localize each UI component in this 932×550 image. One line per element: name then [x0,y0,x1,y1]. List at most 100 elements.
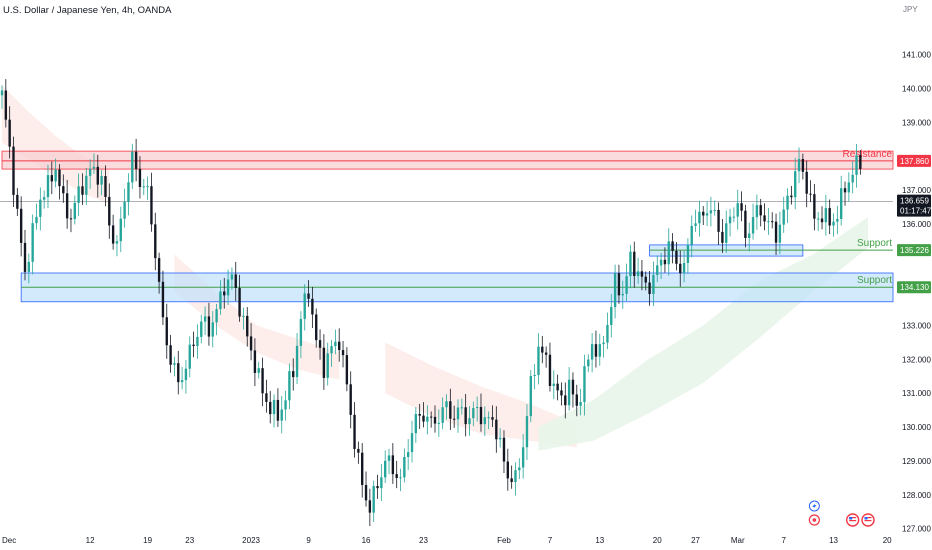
candle-body [521,447,525,468]
candle-body [759,205,762,216]
us-flag-stripe [864,517,872,519]
candle-body [679,263,682,274]
candle-body [671,241,674,251]
candle-body [292,371,295,378]
candle-body [782,209,785,225]
candle-body [92,166,96,169]
candle-body [682,262,686,274]
candle-body [349,384,352,415]
candle-body [633,251,636,277]
candle-body [115,241,119,244]
current-price-value: 136.659 [900,197,929,206]
candle-body [790,195,793,198]
candle-body [65,193,69,219]
candle-body [219,291,222,310]
candle-body [449,401,452,419]
candle-body [636,271,640,277]
candle-body [839,188,843,219]
candle-body [410,433,414,453]
x-tick-label: 23 [419,536,428,545]
candle-body [847,182,851,193]
us-flag-stripe [849,517,857,519]
x-tick-label: 7 [781,536,786,545]
candle-body [192,344,195,347]
candle-body [698,211,701,224]
candle-body [19,208,23,243]
x-tick-label: 7 [548,536,553,545]
candle-body [27,261,31,272]
x-tick-label: 27 [691,536,700,545]
x-tick-label: 13 [829,536,838,545]
candle-body [675,250,678,264]
support-label: Support [857,275,892,286]
candle-body [134,151,138,169]
candle-body [533,374,536,377]
us-flag-stripe [864,520,872,522]
candle-body [836,218,839,222]
candle-body [613,273,617,308]
candle-body [541,346,544,353]
price-axis: 127.000 128.000 129.000 130.000 131.000 132.0… [902,51,931,534]
candle-body [177,363,180,383]
zone-price-tag-text: 134.130 [900,283,929,292]
candle-body [127,182,130,202]
candle-body [621,293,624,296]
candle-body [809,193,812,195]
y-tick-label: 127.000 [902,525,931,534]
candle-body [460,407,464,409]
candle-body [315,314,318,341]
candle-body [380,477,383,489]
candle-body [391,455,395,475]
zone-price-tag [897,154,931,167]
candle-body [203,316,207,322]
candle-body [372,486,375,513]
candle-body [510,478,513,482]
zone-price-tag [897,281,931,294]
y-tick-label: 137.000 [902,186,931,195]
candle-body [767,221,770,223]
y-tick-label: 140.000 [902,84,931,93]
candle-body [525,416,529,448]
candle-body [269,401,272,415]
x-tick-label: Mar [731,536,745,545]
candle-body [445,401,448,408]
candle-body [751,217,755,234]
candle-body [855,155,858,175]
candle-body [805,171,808,194]
candle-body [544,352,548,355]
candle-body [272,399,276,415]
candle-body [771,221,774,223]
candle-body [736,203,739,217]
candle-body [537,346,540,375]
candle-body [46,175,50,198]
y-tick-label: 131.000 [902,389,931,398]
zone-price-tag-text: 137.860 [900,157,929,166]
us-flag-stripe [849,520,857,522]
y-tick-label: 139.000 [902,118,931,127]
y-tick-label: 132.000 [902,355,931,364]
candle-body [384,460,387,478]
resistance-label: Resistance [843,149,893,160]
candle-body [276,399,280,421]
event-icon-dot [812,518,817,522]
candle-body [280,409,283,421]
x-tick-label: 16 [362,536,371,545]
candle-body [433,416,437,424]
candle-body [146,186,149,188]
candle-body [238,287,241,317]
candle-body [180,380,184,383]
candle-body [422,415,425,422]
candle-body [652,274,655,294]
candle-body [288,371,291,401]
candle-body [211,322,214,337]
candle-body [169,345,172,365]
candle-body [284,400,287,410]
candle-body [196,336,199,347]
candle-body [548,354,552,386]
candle-body [361,452,364,485]
candle-body [364,484,368,501]
candle-body [748,233,751,238]
candle-body [16,194,19,209]
